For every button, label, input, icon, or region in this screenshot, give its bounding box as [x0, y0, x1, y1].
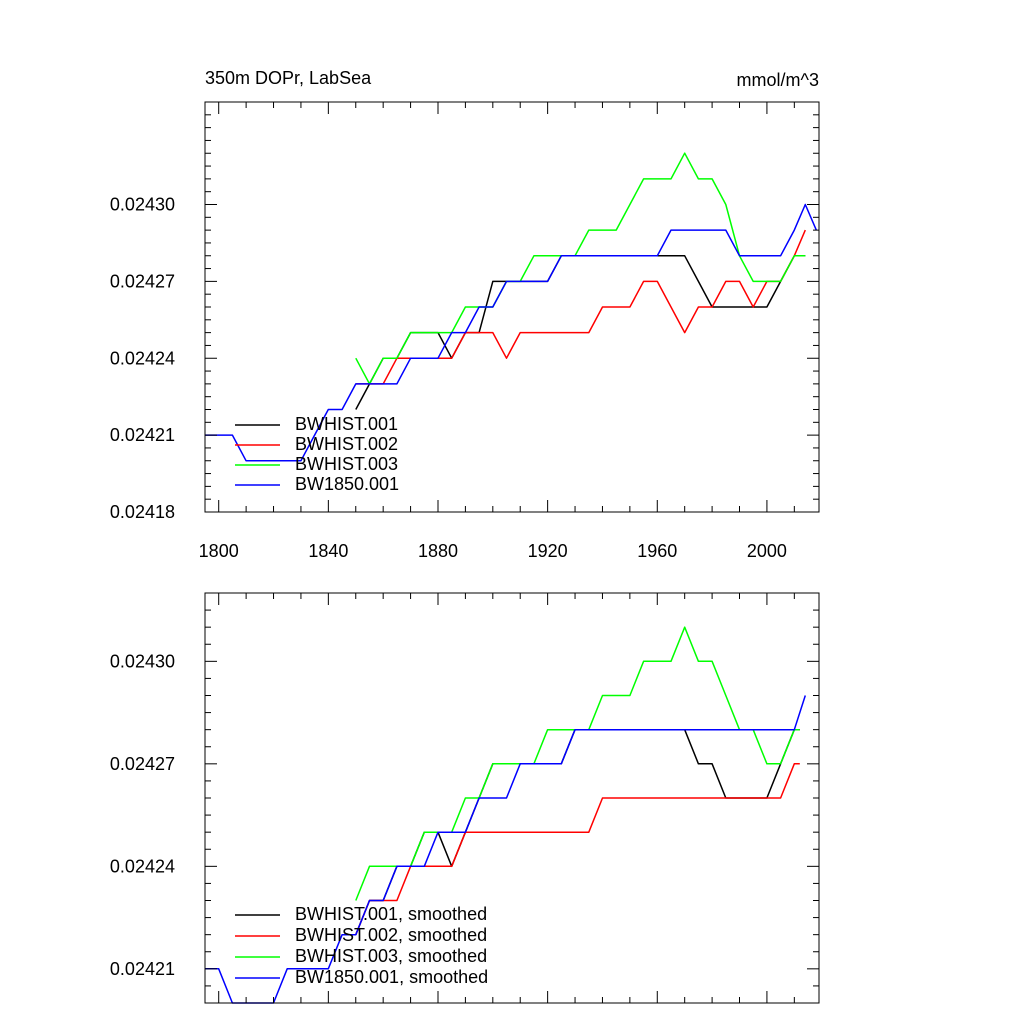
top-chart-units: mmol/m^3 — [737, 70, 819, 90]
y-tick-label: 0.02427 — [110, 754, 175, 774]
y-tick-label: 0.02427 — [110, 271, 175, 291]
legend-label: BWHIST.002 — [295, 434, 398, 454]
x-tick-label: 2000 — [747, 541, 787, 561]
legend-label: BWHIST.003, smoothed — [295, 946, 487, 966]
y-tick-label: 0.02424 — [110, 856, 175, 876]
legend-label: BW1850.001 — [295, 474, 399, 494]
series-line-bw1850-001-smoothed — [205, 695, 807, 1004]
x-tick-label: 1800 — [199, 541, 239, 561]
x-tick-label: 1880 — [418, 541, 458, 561]
y-tick-label: 0.02424 — [110, 348, 175, 368]
legend-label: BW1850.001, smoothed — [295, 967, 488, 987]
y-tick-label: 0.02421 — [110, 959, 175, 979]
y-tick-label: 0.02418 — [110, 502, 175, 522]
legend-label: BWHIST.002, smoothed — [295, 925, 487, 945]
top-panel: 1800 1840 1880 1920 1960 2000 0.02418 0.02421 0.… — [110, 68, 820, 561]
legend-label: BWHIST.001, smoothed — [295, 904, 487, 924]
bottom-panel: 0.02421 0.02424 0.02427 0.02430 BWHIST.001,… — [110, 592, 820, 1004]
series-line-bw1850-001 — [205, 203, 817, 462]
x-tick-label: 1920 — [528, 541, 568, 561]
y-tick-label: 0.02430 — [110, 195, 175, 215]
x-tick-label: 1960 — [637, 541, 677, 561]
y-tick-label: 0.02430 — [110, 651, 175, 671]
legend-label: BWHIST.003 — [295, 454, 398, 474]
top-chart-title: 350m DOPr, LabSea — [205, 68, 372, 88]
legend-label: BWHIST.001 — [295, 414, 398, 434]
y-tick-label: 0.02421 — [110, 425, 175, 445]
series-line-bwhist-003 — [355, 152, 806, 385]
series-line-bwhist-002-smoothed — [355, 763, 800, 935]
x-tick-label: 1840 — [308, 541, 348, 561]
